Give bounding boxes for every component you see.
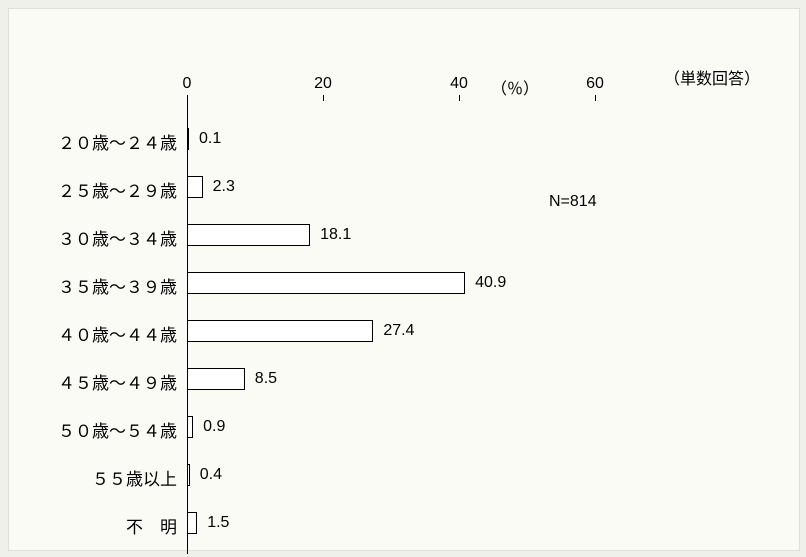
- value-label: 8.5: [255, 370, 277, 388]
- x-tick-mark: [595, 95, 596, 101]
- category-label: ３０歳～３４歳: [58, 225, 177, 250]
- bar: [187, 512, 197, 534]
- x-tick-label: 40: [450, 75, 468, 93]
- category-label: ４０歳～４４歳: [58, 321, 177, 346]
- category-label: ５０歳～５４歳: [58, 417, 177, 442]
- value-label: 27.4: [383, 322, 414, 340]
- value-label: 0.1: [199, 130, 221, 148]
- category-label: ４５歳～４９歳: [58, 369, 177, 394]
- bar: [187, 416, 193, 438]
- value-label: 0.4: [200, 466, 222, 484]
- bar: [187, 464, 190, 486]
- bar: [187, 272, 465, 294]
- category-label: ３５歳～３９歳: [58, 273, 177, 298]
- bar: [187, 224, 310, 246]
- category-label: 不 明: [126, 513, 177, 538]
- note-sample-size: N=814: [549, 193, 597, 211]
- x-tick-mark: [459, 95, 460, 101]
- value-label: 40.9: [475, 274, 506, 292]
- x-tick-label: 60: [586, 75, 604, 93]
- bar: [187, 368, 245, 390]
- value-label: 18.1: [320, 226, 351, 244]
- value-label: 0.9: [203, 418, 225, 436]
- x-tick-label: 20: [314, 75, 332, 93]
- x-tick-mark: [323, 95, 324, 101]
- note-single-answer: （単数回答）: [664, 65, 760, 89]
- bar: [187, 320, 373, 342]
- category-label: ２０歳～２４歳: [58, 129, 177, 154]
- bar: [187, 128, 189, 150]
- x-tick-label: 0: [183, 75, 192, 93]
- axis-unit: （％）: [491, 75, 539, 99]
- category-label: ５５歳以上: [92, 465, 177, 490]
- value-label: 1.5: [207, 514, 229, 532]
- bar: [187, 176, 203, 198]
- value-label: 2.3: [213, 178, 235, 196]
- category-label: ２５歳～２９歳: [58, 177, 177, 202]
